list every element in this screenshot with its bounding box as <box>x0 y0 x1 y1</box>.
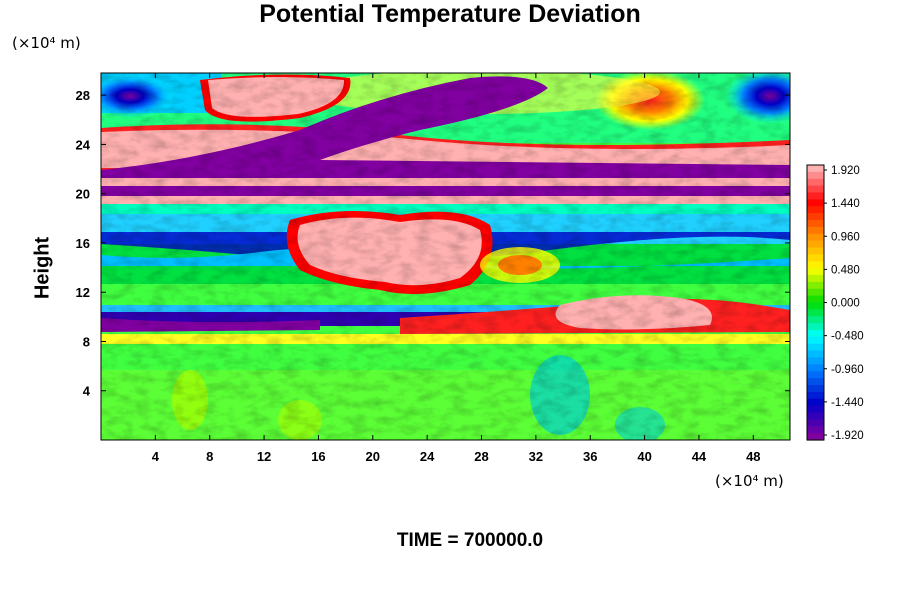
colorbar-swatch <box>807 288 824 297</box>
y-tick-label: 28 <box>76 88 90 103</box>
x-tick-label: 32 <box>529 449 543 464</box>
colorbar-swatch <box>807 247 824 255</box>
colorbar-swatch <box>807 281 824 290</box>
chart-title: Potential Temperature Deviation <box>259 0 641 28</box>
x-tick-label: 48 <box>746 449 760 464</box>
x-tick-label: 44 <box>692 449 707 464</box>
colorbar-swatch <box>807 302 824 310</box>
colorbar-swatch <box>807 213 824 221</box>
colorbar-swatch <box>807 220 824 228</box>
y-tick-label: 16 <box>76 236 90 251</box>
colorbar-swatch <box>807 385 824 393</box>
colorbar-swatch <box>807 405 824 414</box>
colorbar-label: -1.440 <box>831 397 864 409</box>
y-tick-label: 20 <box>76 187 90 202</box>
x-tick-label: 16 <box>311 449 325 464</box>
colorbar-swatch <box>807 364 824 372</box>
colorbar: 1.920 1.440 0.960 0.480 0.000 -0.480 -0.960 -1.… <box>806 164 864 442</box>
colorbar-swatch <box>807 371 824 379</box>
colorbar-swatch <box>807 316 824 324</box>
colorbar-swatch <box>807 240 824 249</box>
x-tick-label: 12 <box>257 449 271 464</box>
colorbar-label: 0.960 <box>831 231 860 243</box>
colorbar-swatch <box>807 171 824 180</box>
colorbar-swatch <box>807 295 824 304</box>
colorbar-label: -0.960 <box>831 364 864 376</box>
y-tick-label: 4 <box>83 384 91 399</box>
x-tick-label: 36 <box>583 449 597 464</box>
colorbar-swatch <box>807 206 824 214</box>
y-axis: 4 8 12 16 20 24 28 <box>76 88 790 399</box>
colorbar-label: 1.920 <box>831 165 860 177</box>
colorbar-swatch <box>807 391 824 400</box>
colorbar-swatch <box>807 268 824 276</box>
x-tick-label: 28 <box>474 449 488 464</box>
colorbar-swatch <box>807 275 824 283</box>
colorbar-swatch <box>807 233 824 242</box>
colorbar-swatch <box>807 226 824 235</box>
colorbar-swatch <box>807 309 824 317</box>
colorbar-swatch <box>807 343 824 352</box>
colorbar-swatch <box>807 357 824 365</box>
y-tick-label: 12 <box>76 285 90 300</box>
colorbar-label: 0.480 <box>831 264 860 276</box>
colorbar-label: -1.920 <box>831 430 864 442</box>
colorbar-swatch <box>807 185 824 194</box>
colorbar-swatch <box>807 192 824 200</box>
colorbar-swatch <box>807 350 824 359</box>
colorbar-swatch <box>807 426 824 434</box>
colorbar-swatch <box>807 398 824 407</box>
colorbar-swatch <box>807 323 824 331</box>
y-axis-unit: (×10⁴ m) <box>12 34 81 52</box>
colorbar-swatch <box>807 336 824 345</box>
colorbar-swatch <box>807 330 824 338</box>
colorbar-swatch <box>807 419 824 427</box>
colorbar-swatch <box>807 261 824 269</box>
colorbar-label: 0.000 <box>831 298 860 310</box>
x-tick-label: 4 <box>152 449 160 464</box>
plot-frame <box>100 72 791 441</box>
x-tick-label: 20 <box>366 449 380 464</box>
colorbar-swatch <box>807 254 824 262</box>
x-axis: 4 8 12 16 20 24 28 32 36 40 44 48 <box>152 73 761 464</box>
colorbar-swatch <box>807 165 824 173</box>
x-tick-label: 40 <box>637 449 651 464</box>
time-label: TIME = 700000.0 <box>396 530 544 551</box>
x-axis-unit: (×10⁴ m) <box>715 472 784 490</box>
colorbar-label: 1.440 <box>831 198 860 210</box>
colorbar-swatch <box>807 412 824 420</box>
heatmap-field <box>101 73 790 440</box>
colorbar-swatch <box>807 378 824 386</box>
colorbar-swatch <box>807 433 824 441</box>
colorbar-swatch <box>807 199 824 207</box>
colorbar-label: -0.480 <box>831 331 864 343</box>
y-tick-label: 8 <box>83 334 90 349</box>
x-tick-label: 24 <box>420 449 435 464</box>
y-tick-label: 24 <box>76 137 91 152</box>
colorbar-swatch <box>807 178 824 187</box>
x-tick-label: 8 <box>206 449 213 464</box>
